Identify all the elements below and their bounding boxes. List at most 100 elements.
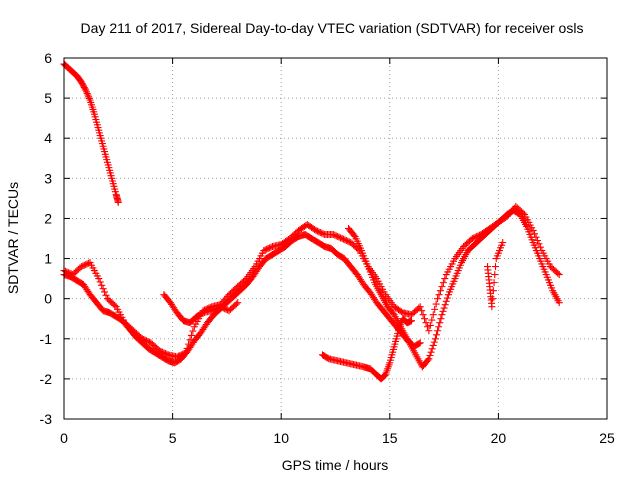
data-point bbox=[431, 335, 439, 343]
data-point bbox=[491, 271, 499, 279]
data-point bbox=[260, 247, 268, 255]
series-track-f bbox=[345, 224, 424, 351]
data-point bbox=[503, 212, 511, 220]
data-point bbox=[211, 305, 219, 313]
data-point bbox=[555, 271, 563, 279]
data-point bbox=[468, 235, 476, 242]
data-point bbox=[83, 89, 91, 97]
data-point bbox=[156, 347, 164, 355]
data-point bbox=[529, 226, 537, 234]
x-tick-label: 0 bbox=[60, 430, 68, 446]
data-point bbox=[316, 228, 324, 236]
data-point bbox=[492, 263, 500, 271]
data-point bbox=[499, 239, 507, 247]
x-tick-label: 5 bbox=[169, 430, 177, 446]
data-point bbox=[157, 347, 165, 355]
data-point bbox=[186, 336, 194, 344]
x-tick-label: 20 bbox=[491, 430, 507, 446]
data-point bbox=[176, 351, 184, 359]
data-point bbox=[436, 287, 444, 295]
data-point bbox=[436, 319, 444, 327]
data-point bbox=[82, 86, 90, 94]
data-point bbox=[82, 261, 90, 269]
x-axis-title: GPS time / hours bbox=[282, 457, 389, 473]
data-point bbox=[224, 292, 232, 300]
data-point bbox=[232, 300, 240, 308]
data-point bbox=[189, 327, 197, 335]
data-point bbox=[536, 243, 544, 251]
data-point bbox=[438, 283, 446, 291]
y-tick-label: 1 bbox=[44, 251, 52, 267]
data-point bbox=[416, 339, 424, 347]
data-point bbox=[219, 297, 227, 305]
data-point bbox=[434, 327, 442, 335]
data-point bbox=[216, 303, 224, 311]
data-point bbox=[337, 234, 345, 242]
data-point bbox=[174, 352, 182, 360]
x-tick-label: 25 bbox=[599, 430, 615, 446]
data-point bbox=[261, 246, 269, 254]
data-point bbox=[424, 356, 432, 364]
data-point bbox=[179, 350, 187, 358]
y-tick-label: -2 bbox=[40, 371, 53, 387]
data-point bbox=[101, 288, 109, 296]
data-point bbox=[335, 233, 343, 241]
data-point bbox=[266, 244, 274, 252]
data-point bbox=[61, 267, 69, 275]
data-point bbox=[79, 262, 87, 270]
data-point bbox=[431, 305, 439, 313]
data-point bbox=[313, 227, 321, 235]
data-point bbox=[423, 323, 431, 331]
data-point bbox=[533, 237, 541, 245]
data-point bbox=[441, 275, 449, 283]
y-tick-label: -3 bbox=[40, 411, 53, 427]
data-point bbox=[311, 225, 319, 233]
grid bbox=[64, 58, 607, 419]
data-point bbox=[440, 304, 448, 312]
data-point bbox=[102, 291, 110, 299]
series-track-g bbox=[484, 239, 507, 311]
data-point bbox=[173, 353, 181, 361]
data-point bbox=[85, 93, 93, 101]
data-point bbox=[263, 245, 271, 253]
data-point bbox=[185, 340, 193, 348]
x-tick-labels: 0 5 10 15 20 25 bbox=[60, 430, 615, 446]
data-point bbox=[428, 345, 436, 353]
data-point bbox=[99, 285, 107, 293]
x-tick-label: 15 bbox=[382, 430, 398, 446]
data-point bbox=[430, 338, 438, 346]
data-point bbox=[489, 287, 497, 295]
data-point bbox=[315, 228, 323, 236]
data-point bbox=[138, 335, 146, 343]
data-point bbox=[143, 337, 151, 345]
data-point bbox=[532, 233, 540, 241]
axis-ticks bbox=[63, 57, 608, 420]
data-point bbox=[212, 305, 220, 313]
data-point bbox=[438, 311, 446, 319]
data-point bbox=[432, 300, 440, 308]
y-tick-label: 4 bbox=[44, 130, 52, 146]
data-point bbox=[140, 335, 148, 343]
series-track-a bbox=[60, 60, 122, 206]
data-point bbox=[114, 198, 122, 206]
data-point bbox=[95, 275, 103, 283]
data-point bbox=[81, 85, 89, 93]
data-point bbox=[435, 323, 443, 331]
y-tick-label: 6 bbox=[44, 50, 52, 66]
data-point bbox=[98, 281, 106, 289]
data-point bbox=[443, 294, 451, 302]
data-point bbox=[219, 304, 227, 312]
data-point bbox=[218, 303, 226, 311]
data-point bbox=[318, 229, 326, 237]
data-point bbox=[141, 336, 149, 344]
data-point bbox=[519, 209, 527, 217]
data-point bbox=[434, 295, 442, 303]
data-point bbox=[339, 235, 347, 243]
data-point bbox=[77, 263, 85, 271]
data-point bbox=[419, 311, 427, 319]
data-point bbox=[111, 301, 119, 309]
data-point bbox=[408, 317, 416, 325]
data-point bbox=[329, 230, 337, 238]
data-point bbox=[180, 349, 188, 357]
